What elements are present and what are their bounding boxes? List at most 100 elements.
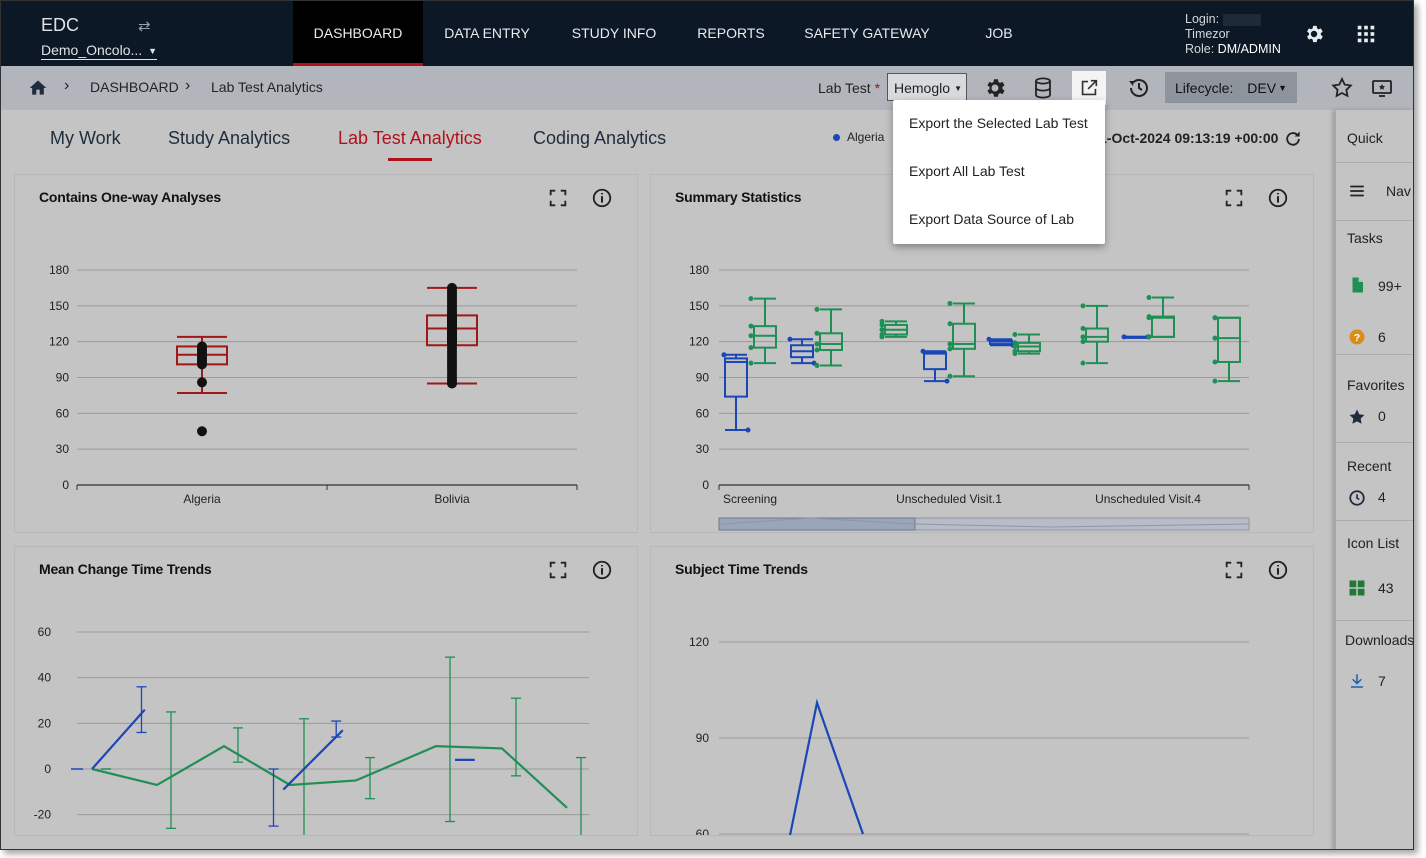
chevron-down-icon: ▼ <box>148 46 157 56</box>
x-tick-label: Screening <box>723 492 777 506</box>
y-tick-label: 150 <box>49 299 69 313</box>
download-icon[interactable] <box>1348 672 1366 690</box>
nav-tab-safety-gateway[interactable]: SAFETY GATEWAY <box>804 25 930 41</box>
y-tick-label: 0 <box>62 478 69 492</box>
query-help-icon[interactable]: ? <box>1348 328 1366 346</box>
top-navigation-bar: EDC ⇄ Demo_Oncolo... ▼ DASHBOARD DATA ENT… <box>1 1 1413 66</box>
tab-coding-analytics[interactable]: Coding Analytics <box>533 128 667 148</box>
lab-test-select[interactable]: Hemoglo ▼ <box>887 73 967 101</box>
document-icon[interactable] <box>1348 276 1366 294</box>
role-label: Role: <box>1185 42 1215 56</box>
recent-count[interactable]: 4 <box>1378 489 1386 505</box>
dashboard-tiles-icon[interactable] <box>1348 579 1366 597</box>
settings-gear-icon[interactable] <box>1303 23 1325 45</box>
data-point <box>1080 339 1086 345</box>
downloads-count[interactable]: 7 <box>1378 673 1386 689</box>
menu-icon <box>1350 185 1364 197</box>
info-icon[interactable] <box>1267 187 1289 209</box>
tasks-label: Tasks <box>1347 230 1383 246</box>
chevron-down-icon: ▼ <box>1278 83 1287 93</box>
menu-item-export-data-source[interactable]: Export Data Source of Lab <box>909 211 1074 227</box>
data-point <box>1212 335 1218 341</box>
breadcrumb-dashboard[interactable]: DASHBOARD <box>90 79 179 95</box>
fullscreen-icon[interactable] <box>547 187 569 209</box>
data-point <box>1080 303 1086 309</box>
panel-subject-time-trends: Subject Time Trends 60 90 120 <box>650 546 1314 836</box>
history-icon[interactable] <box>1127 76 1151 100</box>
icon-list-count[interactable]: 43 <box>1378 580 1394 596</box>
y-tick-label: 60 <box>696 406 710 420</box>
outlier-point <box>197 426 207 437</box>
downloads-label: Downloads <box>1345 632 1414 648</box>
y-tick-label: -20 <box>34 808 52 822</box>
export-dropdown-menu: Export the Selected Lab Test Export All … <box>893 100 1105 244</box>
data-point <box>814 363 820 369</box>
y-tick-label: 60 <box>696 827 710 835</box>
tab-lab-test-analytics[interactable]: Lab Test Analytics <box>338 128 482 161</box>
data-point <box>1212 359 1218 365</box>
data-point <box>1080 334 1086 340</box>
export-button[interactable] <box>1072 71 1106 105</box>
breadcrumb-current: Lab Test Analytics <box>211 79 323 95</box>
data-point <box>1080 326 1086 332</box>
refresh-icon[interactable] <box>1283 129 1303 149</box>
tab-my-work[interactable]: My Work <box>50 128 121 148</box>
nav-tab-study-info[interactable]: STUDY INFO <box>571 25 657 41</box>
nav-tab-job[interactable]: JOB <box>985 25 1013 41</box>
quick-title: Quick <box>1347 130 1383 146</box>
settings-icon[interactable] <box>983 76 1007 100</box>
data-point <box>947 346 953 352</box>
nav-tab-dashboard[interactable]: DASHBOARD <box>293 1 423 66</box>
fullscreen-icon[interactable] <box>1223 559 1245 581</box>
study-selector[interactable]: Demo_Oncolo... ▼ <box>41 42 157 60</box>
y-tick-label: 0 <box>702 478 709 492</box>
data-point <box>1146 334 1152 340</box>
data-point <box>879 322 885 328</box>
study-selector-value: Demo_Oncolo... <box>41 42 143 58</box>
panel-title: Summary Statistics <box>675 189 802 205</box>
data-point <box>748 296 754 302</box>
star-filled-icon[interactable] <box>1348 408 1366 426</box>
menu-item-export-selected[interactable]: Export the Selected Lab Test <box>909 115 1088 131</box>
info-icon[interactable] <box>591 559 613 581</box>
lifecycle-value: DEV <box>1247 80 1277 96</box>
fullscreen-icon[interactable] <box>1223 187 1245 209</box>
database-icon[interactable] <box>1031 76 1055 100</box>
nav-tab-reports[interactable]: REPORTS <box>697 25 765 41</box>
breadcrumb-separator-icon: › <box>185 77 191 94</box>
queries-count[interactable]: 6 <box>1378 329 1386 345</box>
tasks-count[interactable]: 99+ <box>1378 278 1402 294</box>
series-line-blue <box>282 729 344 791</box>
series-line-green <box>91 744 568 809</box>
info-icon[interactable] <box>591 187 613 209</box>
chevron-down-icon: ▼ <box>954 84 962 93</box>
favorites-count[interactable]: 0 <box>1378 408 1386 424</box>
info-icon[interactable] <box>1267 559 1289 581</box>
downloads-section: Downloads 7 <box>1336 621 1414 849</box>
tab-study-analytics[interactable]: Study Analytics <box>168 128 291 148</box>
x-tick-label: Algeria <box>183 492 221 506</box>
panel-title: Contains One-way Analyses <box>39 189 221 205</box>
menu-item-export-all[interactable]: Export All Lab Test <box>909 163 1025 179</box>
box-blue-box <box>724 357 748 398</box>
quick-nav-toggle[interactable]: Nav <box>1336 163 1413 221</box>
data-point <box>879 327 885 333</box>
nav-tab-data-entry[interactable]: DATA ENTRY <box>444 25 530 41</box>
fullscreen-icon[interactable] <box>547 559 569 581</box>
cast-screen-icon[interactable] <box>1370 76 1394 100</box>
lifecycle-select[interactable]: Lifecycle: DEV ▼ <box>1165 72 1297 103</box>
data-point <box>947 321 953 327</box>
star-icon[interactable] <box>1330 76 1354 100</box>
svg-text:?: ? <box>1354 332 1360 344</box>
switch-app-icon[interactable]: ⇄ <box>138 18 151 35</box>
y-tick-label: 0 <box>44 762 51 776</box>
clock-icon[interactable] <box>1348 489 1366 507</box>
y-tick-label: 120 <box>49 335 69 349</box>
apps-grid-icon[interactable] <box>1355 23 1377 45</box>
chart-one-way-analyses: 0 30 60 90 120 150 180 Algeria Bolivia <box>49 263 578 506</box>
home-icon[interactable] <box>28 78 48 98</box>
box-green-box <box>952 322 976 350</box>
filter-legend: Algeria <box>847 130 885 144</box>
y-tick-label: 120 <box>689 635 709 649</box>
y-tick-label: 150 <box>689 299 709 313</box>
